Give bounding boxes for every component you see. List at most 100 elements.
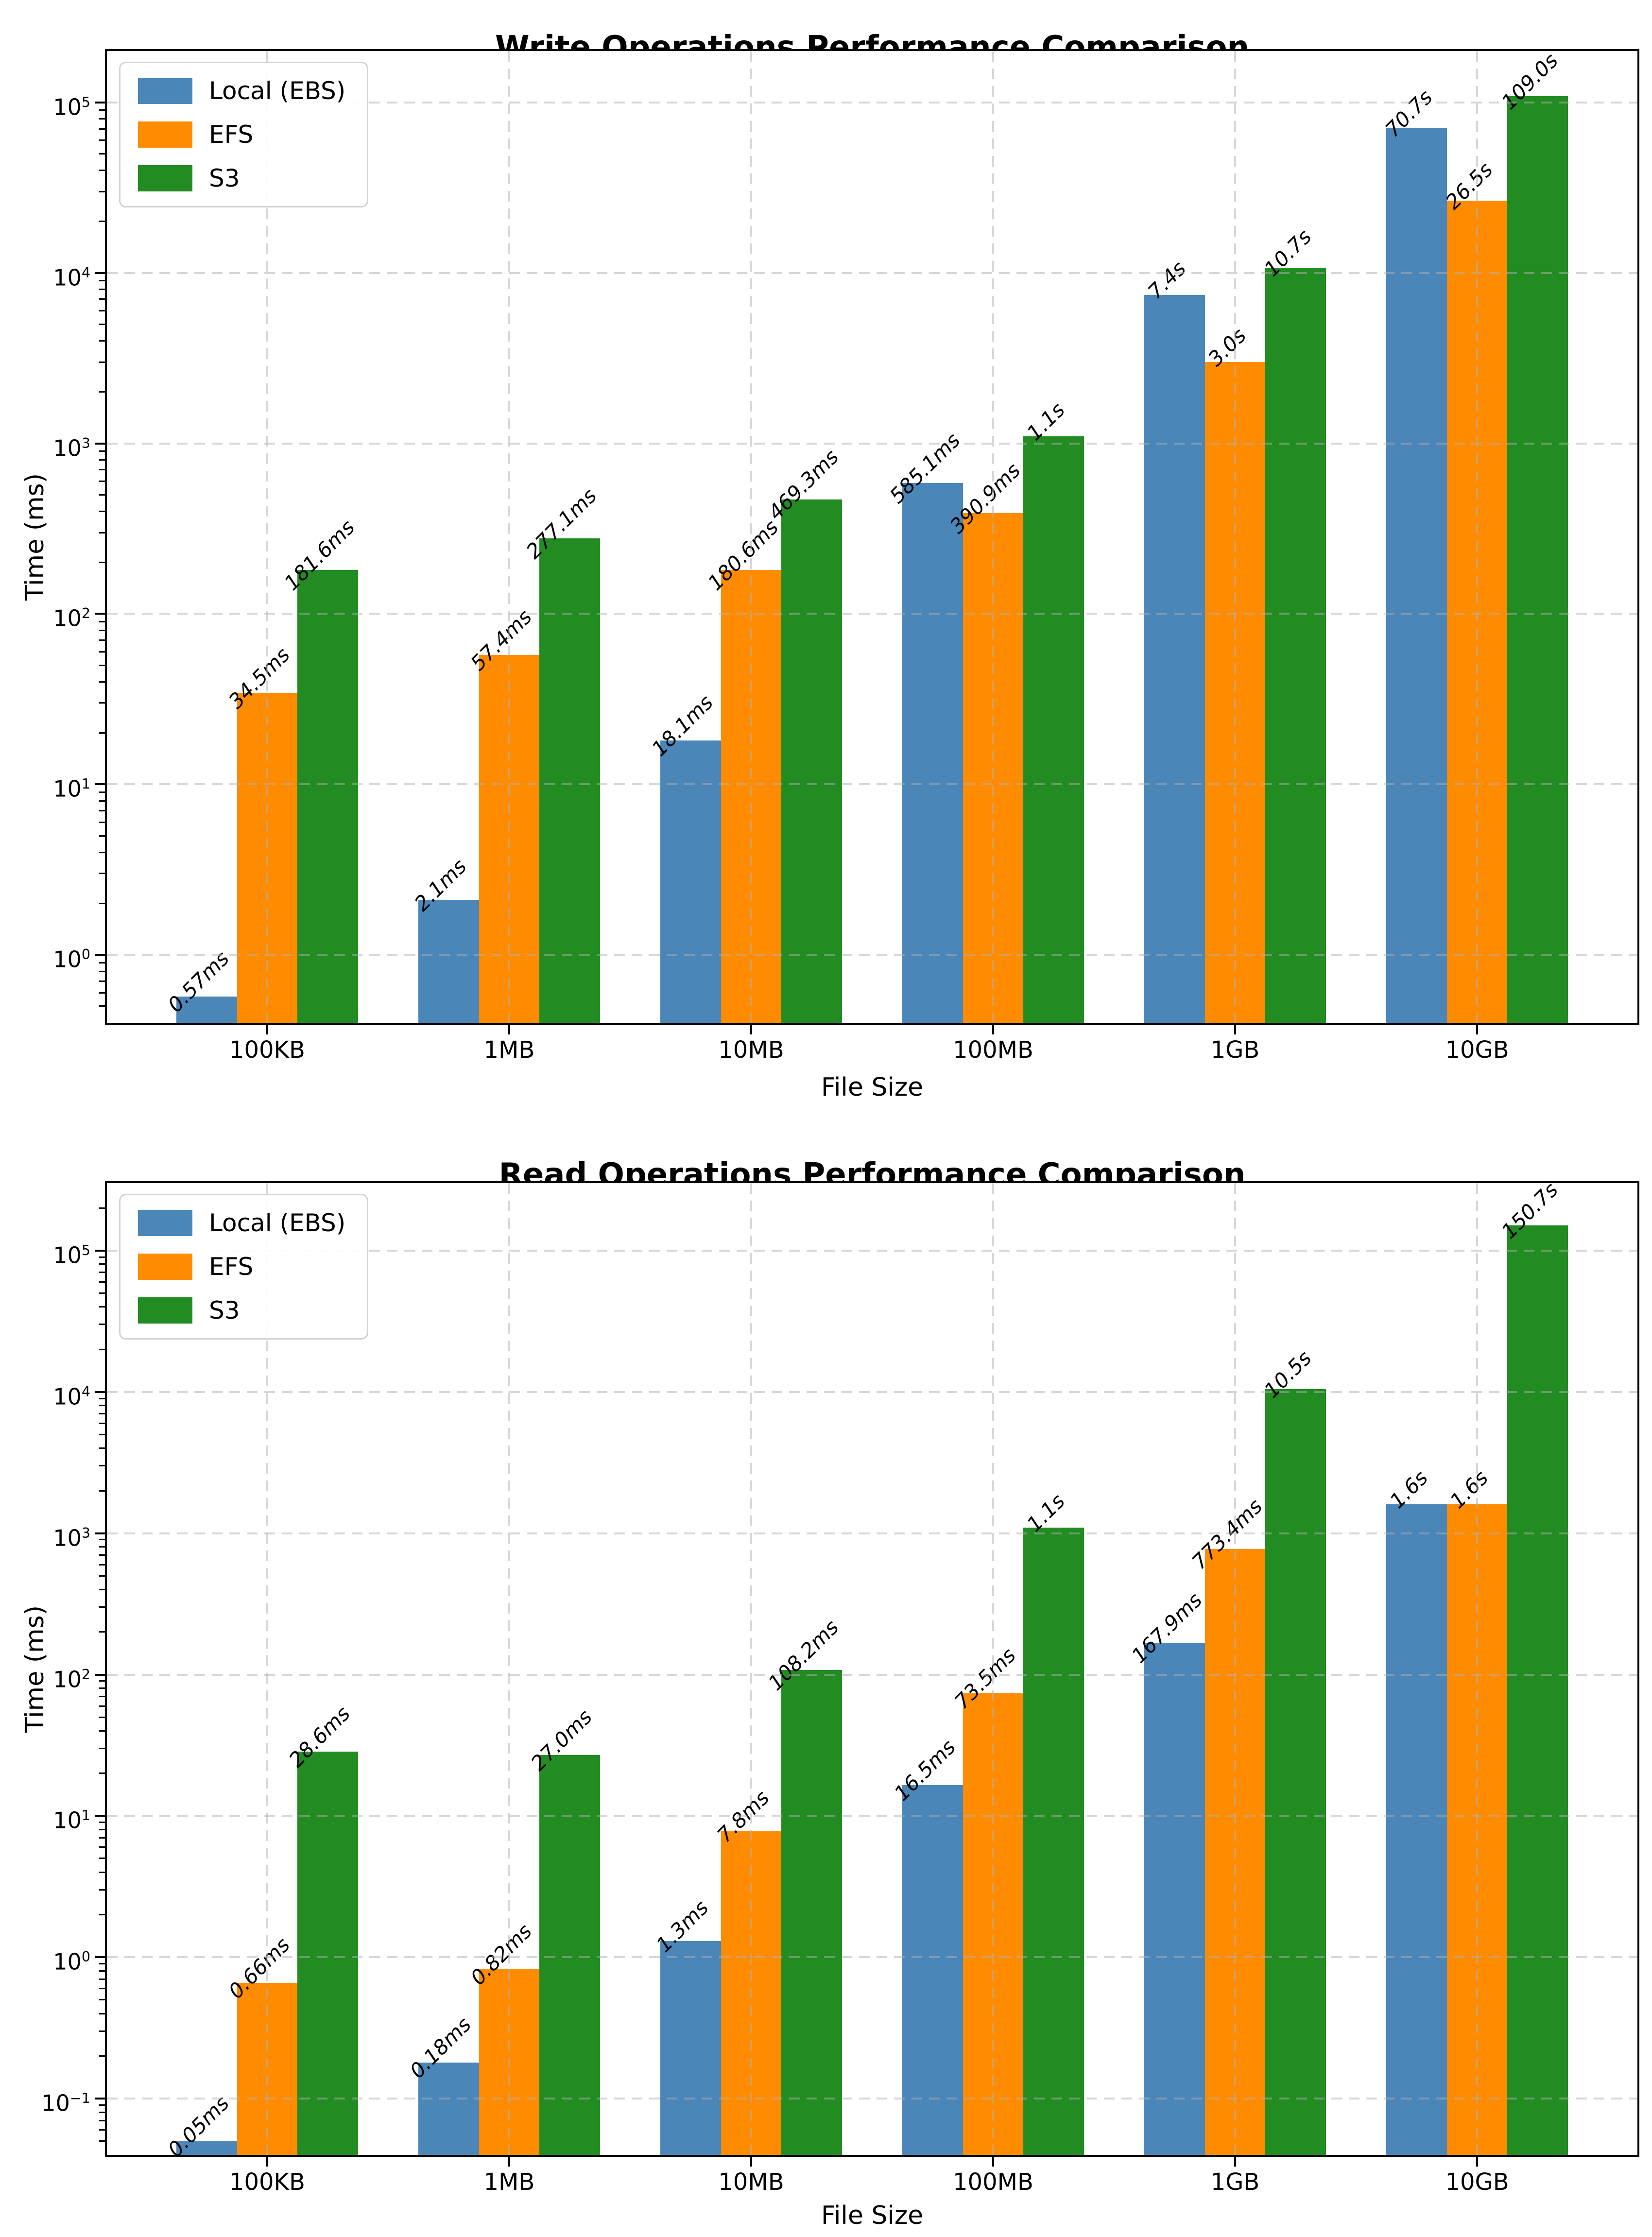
x-tick-label: 10MB [718, 1036, 784, 1064]
y-minor-tick [99, 1716, 105, 1718]
y-minor-tick [99, 1588, 105, 1590]
y-minor-tick [99, 280, 105, 282]
y-minor-tick [99, 1606, 105, 1608]
x-tick-mark [266, 1025, 268, 1034]
y-minor-tick [99, 340, 105, 342]
y-minor-tick [99, 1748, 105, 1750]
y-minor-tick [99, 2055, 105, 2057]
y-minor-tick [99, 450, 105, 452]
bar-local-ebs-1gb [1144, 1643, 1205, 2155]
y-tick-label: 100 [53, 1948, 90, 1975]
y-tick-mark [95, 613, 105, 615]
y-tick-mark [95, 272, 105, 274]
y-minor-tick [99, 621, 105, 623]
x-tick-mark [992, 2157, 994, 2167]
bar-s3-100mb [1023, 1527, 1084, 2155]
y-minor-tick [99, 1397, 105, 1399]
legend-item: EFS [138, 120, 345, 149]
y-gridline [107, 101, 1637, 103]
bar-local-ebs-100mb [902, 1785, 964, 2155]
y-minor-tick [99, 221, 105, 223]
y-minor-tick [99, 970, 105, 972]
y-minor-tick [99, 1858, 105, 1859]
y-minor-tick [99, 992, 105, 994]
y-minor-tick [99, 1422, 105, 1424]
y-minor-tick [99, 1631, 105, 1633]
y-minor-tick [99, 2129, 105, 2131]
bar-local-ebs-100kb [176, 997, 238, 1023]
x-gridline [1234, 51, 1237, 1023]
x-tick-label: 1GB [1210, 1036, 1260, 1064]
x-gridline [508, 51, 510, 1023]
legend-swatch-icon [138, 1210, 192, 1236]
y-minor-tick [99, 310, 105, 311]
bar-local-ebs-100kb [176, 2141, 238, 2155]
y-tick-label: 103 [53, 434, 90, 461]
y-minor-tick [99, 1680, 105, 1682]
y-tick-mark [95, 442, 105, 445]
y-minor-tick [99, 1963, 105, 1965]
y-minor-tick [99, 791, 105, 793]
y-minor-tick [99, 1829, 105, 1831]
x-gridline [266, 1183, 268, 2155]
y-minor-tick [99, 1837, 105, 1839]
y-minor-tick [99, 800, 105, 802]
x-tick-mark [1476, 2157, 1479, 2167]
y-minor-tick [99, 1433, 105, 1435]
y-tick-mark [95, 2098, 105, 2100]
y-minor-tick [99, 1687, 105, 1689]
x-tick-mark [508, 2157, 510, 2167]
bar-s3-10mb [781, 1669, 843, 2155]
legend-item: EFS [138, 1253, 345, 1281]
y-tick-mark [95, 1956, 105, 1959]
legend: Local (EBS) EFS S3 [119, 1194, 369, 1340]
y-minor-tick [99, 2111, 105, 2113]
bar-local-ebs-1gb [1144, 295, 1205, 1023]
x-tick-label: 10GB [1445, 1036, 1509, 1064]
y-gridline [107, 1391, 1637, 1393]
bar-local-ebs-10gb [1386, 1504, 1447, 2155]
legend-item: Local (EBS) [138, 77, 345, 105]
y-minor-tick [99, 298, 105, 300]
y-tick-label: 105 [53, 1242, 90, 1269]
y-gridline [107, 954, 1637, 956]
y-tick-mark [95, 1391, 105, 1393]
x-tick-label: 1MB [483, 2168, 535, 2196]
x-gridline [1476, 1183, 1479, 2155]
legend-swatch-icon [138, 1254, 192, 1280]
y-gridline [107, 272, 1637, 274]
y-minor-tick [99, 1999, 105, 2001]
write-operations-chart: Write Operations Performance Comparison … [0, 0, 1652, 1118]
x-gridline [992, 51, 994, 1023]
legend-item: S3 [138, 1296, 345, 1325]
y-minor-tick [99, 732, 105, 734]
y-minor-tick [99, 1207, 105, 1209]
bar-s3-10mb [781, 499, 843, 1023]
y-minor-tick [99, 1730, 105, 1732]
legend-item: S3 [138, 164, 345, 192]
y-minor-tick [99, 1281, 105, 1283]
y-minor-tick [99, 2030, 105, 2032]
y-minor-tick [99, 1871, 105, 1873]
y-minor-tick [99, 1970, 105, 1972]
y-gridline [107, 1249, 1637, 1252]
y-minor-tick [99, 2140, 105, 2142]
y-minor-tick [99, 1405, 105, 1407]
x-tick-mark [1234, 1025, 1237, 1034]
y-tick-label: 101 [53, 1807, 90, 1834]
legend: Local (EBS) EFS S3 [119, 62, 369, 207]
y-minor-tick [99, 139, 105, 141]
y-minor-tick [99, 2104, 105, 2106]
bar-s3-10gb [1507, 96, 1568, 1023]
x-tick-mark [266, 2157, 268, 2167]
y-minor-tick [99, 323, 105, 325]
x-tick-mark [508, 1025, 510, 1034]
x-gridline [1476, 51, 1479, 1023]
x-tick-label: 100MB [953, 1036, 1033, 1064]
y-minor-tick [99, 629, 105, 631]
y-minor-tick [99, 873, 105, 875]
bar-s3-1gb [1265, 1389, 1326, 2155]
y-minor-tick [99, 109, 105, 111]
y-minor-tick [99, 1005, 105, 1007]
